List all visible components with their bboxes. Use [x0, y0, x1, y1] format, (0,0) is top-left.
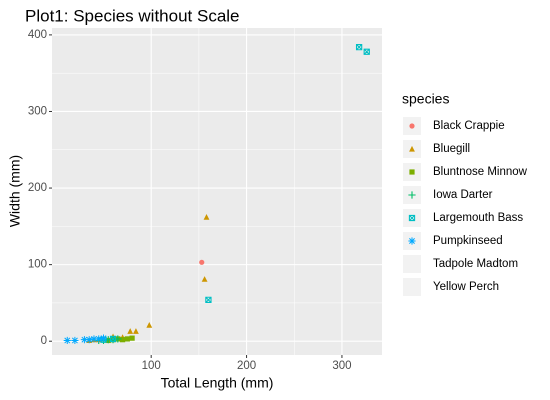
point [127, 328, 134, 334]
point [146, 322, 153, 328]
legend-key [403, 255, 421, 273]
y-tick-label: 400 [28, 29, 47, 41]
point [90, 335, 98, 343]
chart-title: Plot1: Species without Scale [25, 6, 240, 25]
point [199, 259, 205, 265]
point [205, 296, 212, 304]
y-tick-label: 0 [41, 335, 47, 347]
point [124, 336, 130, 342]
legend-label: Tadpole Madtom [433, 258, 518, 270]
y-tick-label: 200 [28, 182, 47, 194]
legend-symbol [408, 237, 416, 245]
x-axis-title: Total Length (mm) [161, 375, 274, 391]
point [363, 48, 370, 55]
point [85, 336, 93, 344]
point [201, 276, 208, 282]
legend-title: species [402, 91, 449, 107]
x-tick-label: 100 [142, 360, 161, 372]
legend-label: Largemouth Bass [433, 212, 523, 224]
point [355, 43, 363, 51]
legend-symbol [408, 191, 416, 199]
y-axis-title: Width (mm) [7, 155, 23, 227]
x-tick-label: 300 [332, 360, 351, 372]
point [133, 328, 139, 334]
point [95, 335, 103, 343]
x-tick-label: 200 [237, 360, 256, 372]
point [99, 334, 108, 342]
legend-symbol [409, 123, 415, 129]
legend-symbol [409, 145, 415, 152]
legend-key [403, 278, 421, 296]
legend-label: Yellow Perch [433, 281, 499, 293]
legend-symbol [408, 214, 416, 222]
legend-label: Bluntnose Minnow [433, 166, 528, 178]
legend-label: Black Crappie [433, 120, 505, 132]
legend-label: Bluegill [433, 143, 470, 155]
legend-symbol [409, 169, 415, 175]
panel [52, 28, 382, 355]
y-tick-label: 300 [28, 106, 47, 118]
point [63, 336, 71, 345]
point [71, 336, 79, 345]
point [80, 336, 89, 344]
point [109, 335, 117, 343]
point [203, 214, 210, 220]
legend-label: Iowa Darter [433, 189, 493, 201]
point [119, 337, 126, 343]
y-tick-label: 100 [28, 259, 47, 271]
legend-label: Pumpkinseed [433, 235, 503, 247]
point [129, 335, 135, 341]
